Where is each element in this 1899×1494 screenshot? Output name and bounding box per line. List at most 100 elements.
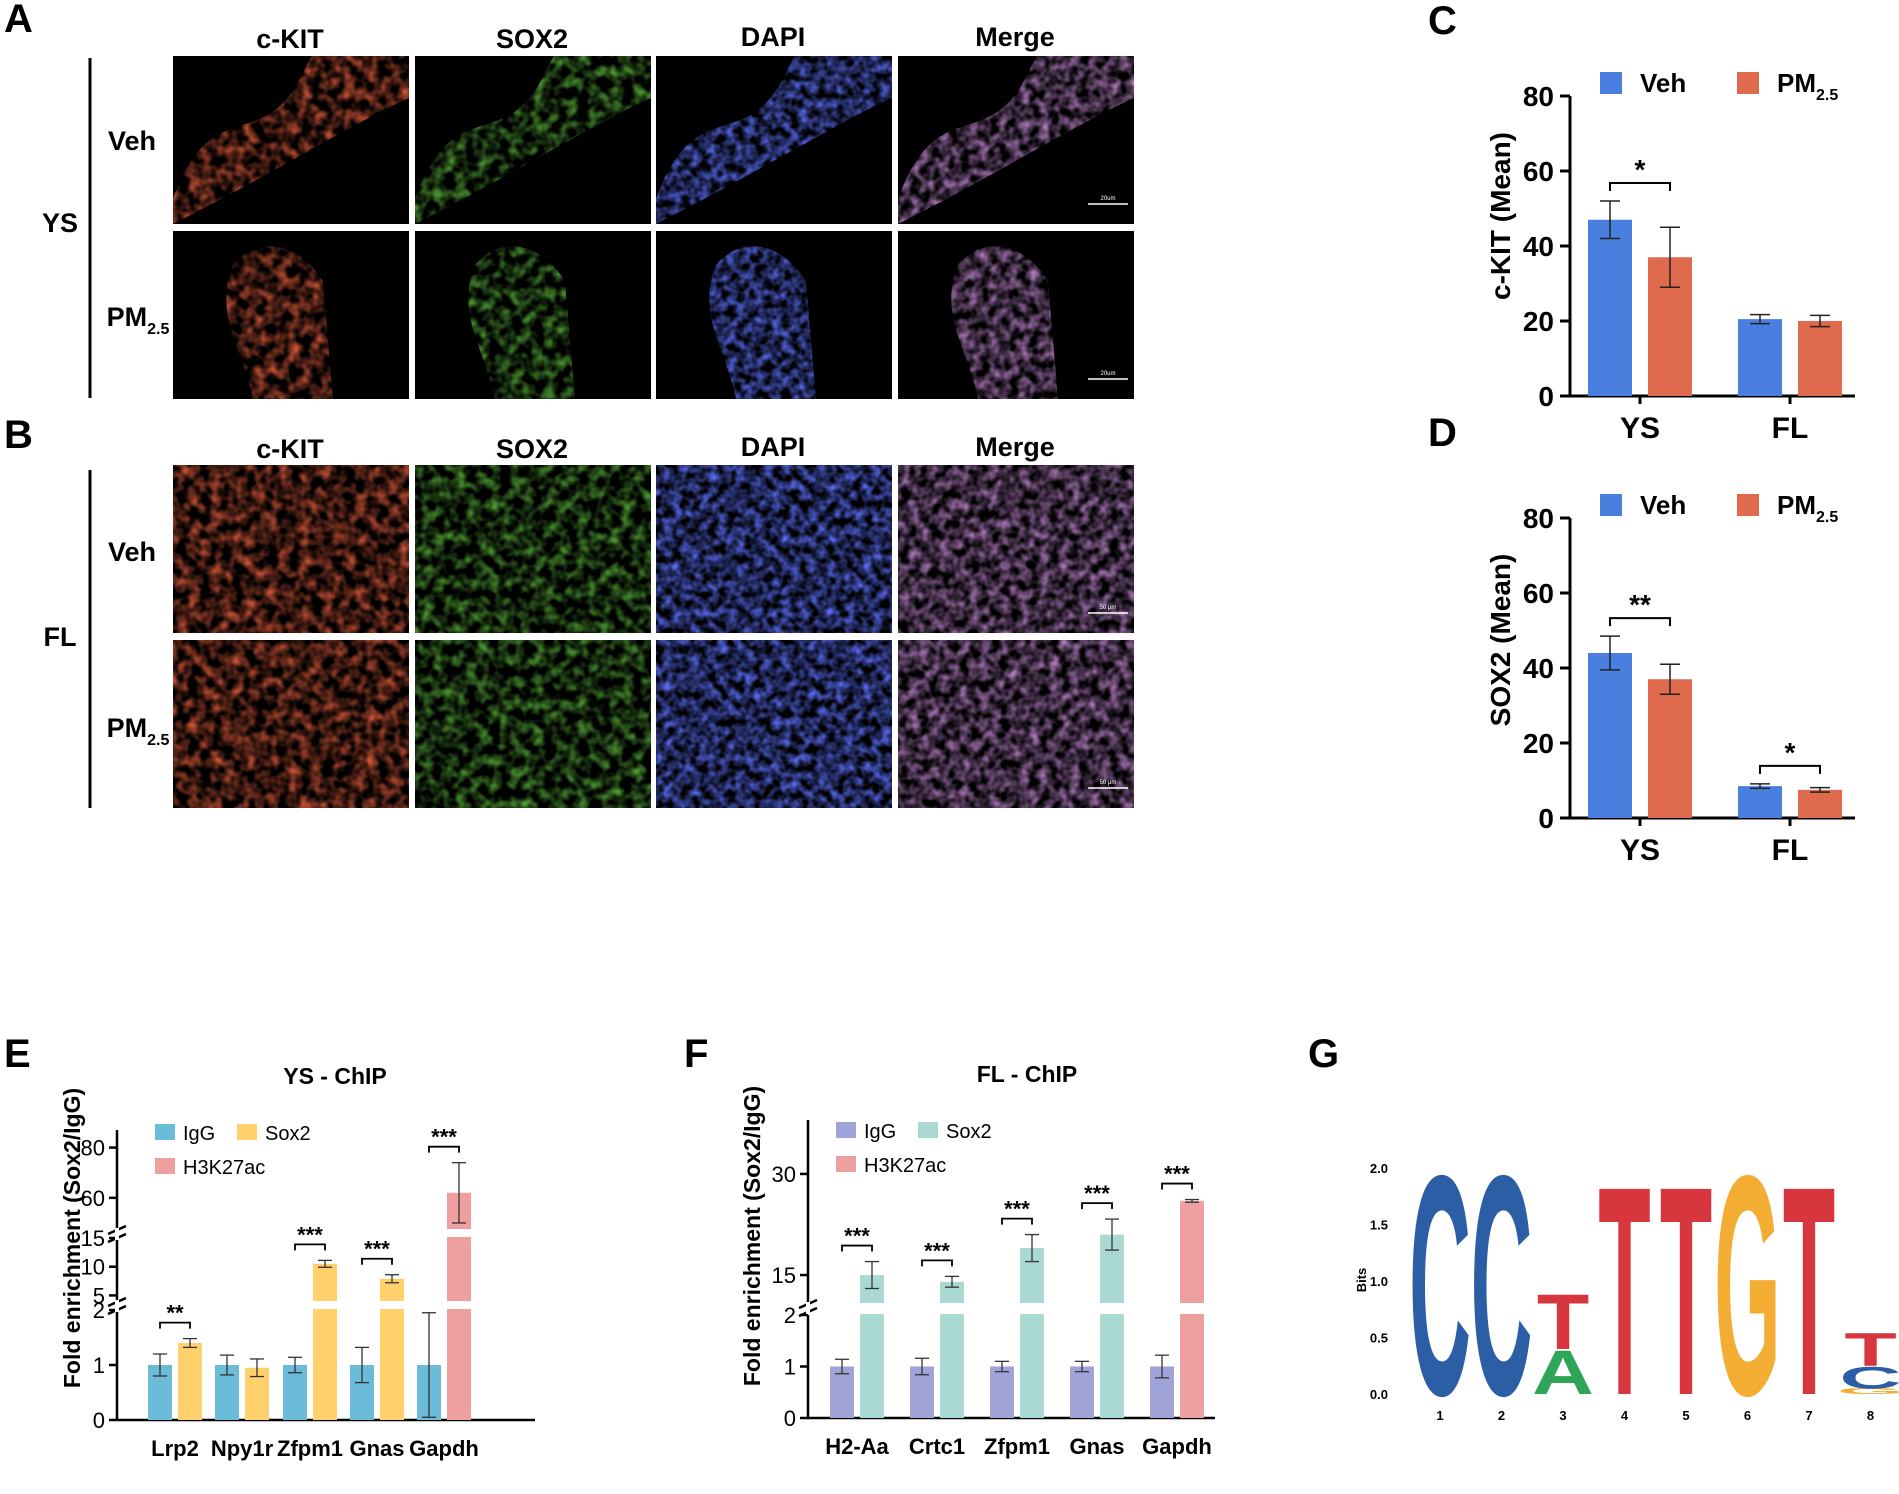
chart-f-sig-bracket	[921, 1259, 953, 1267]
scale-bar-label: 50 μm	[1100, 605, 1117, 611]
chart-e-bar-break-gap	[446, 1301, 472, 1309]
panel-e: E YS - ChIP Fold enrichment (Sox2/IgG) I…	[4, 1032, 535, 1461]
logo-ylabel: Bits	[1354, 1268, 1369, 1293]
logo-letter-c-pos8: C	[1840, 1360, 1899, 1395]
chart-c-ylabel: c-KIT (Mean)	[1485, 132, 1516, 300]
chart-f-ytick-label: 30	[772, 1162, 796, 1187]
logo-position-label: 2	[1498, 1408, 1505, 1423]
logo-ytick-label: 0.5	[1370, 1331, 1388, 1346]
chart-f-ylabel: Fold enrichment (Sox2/IgG)	[739, 1086, 765, 1386]
micrograph-ys-veh-sox2	[415, 56, 651, 224]
chart-c-ytick-label: 0	[1538, 381, 1554, 412]
panel-label-a: A	[4, 0, 33, 41]
chart-c-bar-veh-ys	[1588, 219, 1632, 396]
micrograph-fl-pm25-merge: 50 μm	[898, 640, 1134, 808]
row-label-pm25: PM2.5	[107, 302, 170, 338]
chart-f-bar-sox2-crtc1	[940, 1281, 964, 1418]
micrograph-ys-veh-dapi	[656, 56, 892, 224]
logo-letter-t-pos7: T	[1783, 1125, 1835, 1458]
ys-image-grid: 20um 20um	[173, 56, 1134, 399]
chart-e-xtick-label: Zfpm1	[277, 1436, 343, 1461]
chart-f-ytick-label: 15	[772, 1263, 796, 1288]
micrograph-fl-veh-sox2	[415, 465, 651, 633]
chart-e-bar-igg-zfpm1	[283, 1365, 307, 1420]
chart-e-legend-igg: IgG	[183, 1123, 215, 1145]
micrograph-fl-pm25-sox2	[415, 640, 651, 808]
chart-f-bar-break-gap	[859, 1303, 885, 1314]
logo-position-label: 6	[1744, 1408, 1751, 1423]
chart-e-legend-sox2: Sox2	[265, 1123, 311, 1145]
micrograph-ys-veh-merge: 20um	[898, 56, 1134, 224]
row-label-veh: Veh	[108, 126, 156, 156]
chart-e-bar-break-gap	[379, 1301, 405, 1309]
chart-f-sig-label: ***	[924, 1238, 950, 1263]
scale-bar-label: 20um	[1100, 196, 1115, 202]
column-header-sox2-b: SOX2	[496, 434, 568, 464]
chart-f-legend-igg: IgG	[864, 1121, 896, 1143]
chart-f-sig-label: ***	[1004, 1197, 1030, 1222]
chart-e-bar-sox2-gnas	[380, 1278, 404, 1420]
chart-d-xtick-label: FL	[1772, 834, 1809, 867]
chart-e-sig-bracket	[361, 1257, 393, 1265]
chart-f-ytick-label: 0	[784, 1406, 796, 1431]
logo-ytick-label: 1.0	[1370, 1274, 1388, 1289]
chart-c-bar-pm25-fl	[1798, 321, 1842, 396]
group-label-ys: YS	[42, 208, 78, 238]
tissue-signal	[656, 640, 892, 808]
tissue-signal	[173, 640, 409, 808]
chart-f-legend-h3k27ac-swatch	[836, 1156, 856, 1172]
chart-f-xtick-label: Gapdh	[1142, 1434, 1212, 1459]
chart-e-sig-bracket	[159, 1321, 191, 1329]
column-header-sox2: SOX2	[496, 24, 568, 54]
chart-f-xtick-label: Zfpm1	[984, 1434, 1050, 1459]
chart-f-bar-sox2-gnas	[1100, 1234, 1124, 1418]
chart-c-sig-bracket	[1609, 182, 1671, 191]
sequence-logo: 0.00.51.01.52.01 2 3 4 5 6 7 8C C AT T T G T GCT	[1370, 1110, 1899, 1461]
chart-f-sig-bracket	[1161, 1182, 1193, 1190]
chart-d-bar-veh-ys	[1588, 653, 1632, 818]
chart-e-xtick-label: Npy1r	[211, 1436, 274, 1461]
panel-b: B c-KIT SOX2 DAPI Merge FL Veh PM2.5 50 …	[4, 413, 1134, 808]
tissue-signal	[656, 465, 892, 633]
column-header-ckit-b: c-KIT	[256, 434, 324, 464]
micrograph-ys-pm25-ckit	[173, 231, 409, 399]
chart-d-bar-veh-fl	[1738, 786, 1782, 818]
logo-position-label: 8	[1867, 1408, 1874, 1423]
chart-c-ytick-label: 20	[1523, 306, 1554, 337]
logo-letter-a-pos3: A	[1532, 1337, 1594, 1407]
chart-d-sig-bracket	[1609, 617, 1671, 627]
chart-e-ytick-label: 0	[93, 1408, 105, 1433]
chart-f-legend-sox2-swatch	[918, 1122, 938, 1138]
chart-c-xtick-label: YS	[1620, 412, 1660, 445]
chart-e-bar-break-gap	[312, 1301, 338, 1309]
chart-d-ytick-label: 40	[1523, 653, 1554, 684]
chart-c-xtick-label: FL	[1772, 412, 1809, 445]
logo-letter-g-pos8: G	[1837, 1387, 1899, 1396]
chart-d-legend-pm-swatch	[1737, 494, 1759, 516]
tissue-signal	[898, 640, 1134, 808]
logo-letter-t-pos5: T	[1660, 1125, 1712, 1458]
chart-e-sig-bracket	[294, 1243, 326, 1251]
chart-e-legend-sox2-swatch	[237, 1124, 257, 1140]
chart-e-title: YS - ChIP	[283, 1063, 387, 1089]
group-label-fl: FL	[44, 622, 77, 652]
logo-position-label: 7	[1805, 1408, 1812, 1423]
chart-d-sig-bracket	[1759, 764, 1821, 774]
chart-c-legend-pm: PM2.5	[1777, 68, 1838, 104]
chart-e-legend-h3k27ac: H3K27ac	[183, 1157, 265, 1179]
chart-d-legend-pm: PM2.5	[1777, 490, 1838, 526]
panel-label-g: G	[1308, 1032, 1339, 1076]
chart-f-sig-bracket	[841, 1244, 873, 1252]
logo-letter-g-pos6: G	[1714, 1110, 1781, 1461]
chart-f-bar-break-gap	[939, 1303, 965, 1314]
row-label-pm25-b: PM2.5	[107, 713, 170, 749]
chart-d-legend-veh-swatch	[1600, 494, 1622, 516]
axis-break-gap	[806, 1302, 810, 1314]
chart-e-legend-igg-swatch	[155, 1124, 175, 1140]
chart-e-ylabel: Fold enrichment (Sox2/IgG)	[59, 1088, 85, 1388]
row-label-veh-b: Veh	[108, 537, 156, 567]
